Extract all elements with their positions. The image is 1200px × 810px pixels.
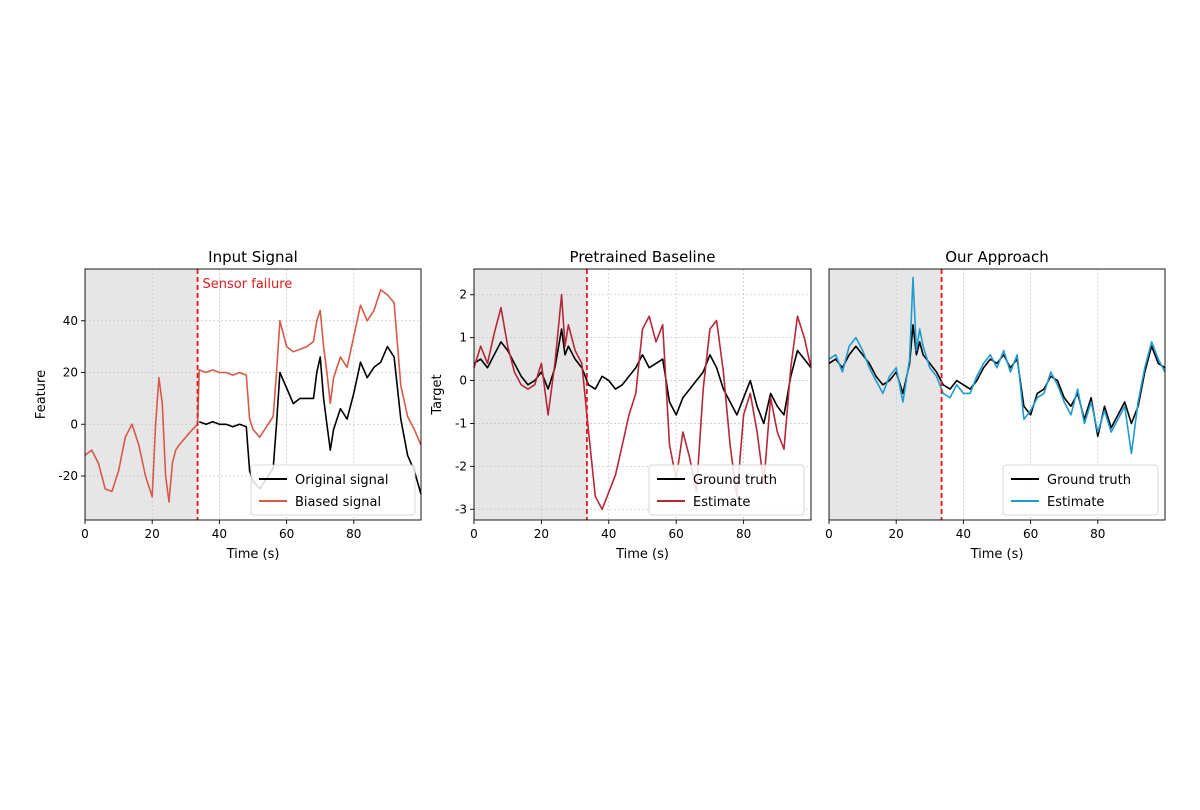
x-tick-label: 20: [889, 527, 904, 541]
x-tick-label: 60: [1023, 527, 1038, 541]
y-tick-label: -20: [58, 469, 78, 483]
x-axis-label: Time (s): [970, 547, 1024, 562]
y-tick-label: -3: [455, 502, 467, 516]
y-tick-label: 40: [63, 314, 78, 328]
legend-label: Estimate: [1047, 495, 1104, 510]
x-axis-label: Time (s): [615, 547, 669, 562]
x-tick-label: 60: [279, 527, 294, 541]
x-tick-label: 40: [212, 527, 227, 541]
chart-title: Our Approach: [945, 248, 1049, 266]
x-tick-label: 20: [534, 527, 549, 541]
plot-frame: [84, 268, 422, 521]
legend: Original signal Biased signal: [250, 464, 416, 516]
y-tick-label: 20: [63, 366, 78, 380]
x-axis-label: Time (s): [226, 547, 280, 562]
y-tick-label: -2: [455, 459, 467, 473]
legend: Ground truth Estimate: [1002, 464, 1159, 516]
x-tick-label: 80: [736, 527, 751, 541]
legend: Ground truth Estimate: [648, 464, 805, 516]
series-line-2: [828, 276, 1166, 455]
series-line-2: [473, 293, 812, 511]
legend-box: [1002, 464, 1159, 516]
annotation-label: Sensor failure: [203, 277, 293, 292]
x-tick-label: 80: [346, 527, 361, 541]
x-tick-label: 0: [825, 527, 833, 541]
series-line-1: [198, 345, 422, 495]
shaded-region: [829, 269, 942, 520]
legend-box: [648, 464, 805, 516]
y-tick-label: 0: [70, 417, 78, 431]
y-tick-label: 2: [459, 288, 467, 302]
y-axis-label: Target: [430, 374, 445, 415]
x-tick-label: 0: [470, 527, 478, 541]
legend-label: Ground truth: [693, 473, 777, 488]
series-line-2: [84, 288, 422, 503]
legend-box: [250, 464, 416, 516]
x-tick-label: 80: [1090, 527, 1105, 541]
chart-title: Input Signal: [208, 248, 298, 266]
plot-frame: [473, 268, 812, 521]
x-tick-label: 0: [81, 527, 89, 541]
y-tick-label: 0: [459, 374, 467, 388]
panel-2: 0 20 40 60 80 -3 -2 -1 0 1 2 Pretrained Baseline Tim…: [430, 248, 812, 562]
chart-title: Pretrained Baseline: [570, 248, 716, 266]
x-tick-label: 40: [601, 527, 616, 541]
y-tick-label: -1: [455, 416, 467, 430]
y-tick-label: 1: [459, 331, 467, 345]
x-tick-label: 60: [669, 527, 684, 541]
panel-3: 0 20 40 60 80 Our Approach Time (s) Ground trut…: [825, 248, 1166, 562]
shaded-region: [85, 269, 198, 520]
legend-label: Ground truth: [1047, 473, 1131, 488]
legend-label: Biased signal: [295, 495, 381, 510]
x-tick-label: 20: [145, 527, 160, 541]
legend-label: Original signal: [295, 473, 388, 488]
y-axis-label: Feature: [34, 370, 49, 419]
panel-1: Sensor failure 0 20 40 60 80 -20 0 20 40 Input Sig…: [34, 248, 422, 562]
shaded-region: [474, 269, 587, 520]
x-tick-label: 40: [956, 527, 971, 541]
plot-frame: [828, 268, 1166, 521]
legend-label: Estimate: [693, 495, 750, 510]
